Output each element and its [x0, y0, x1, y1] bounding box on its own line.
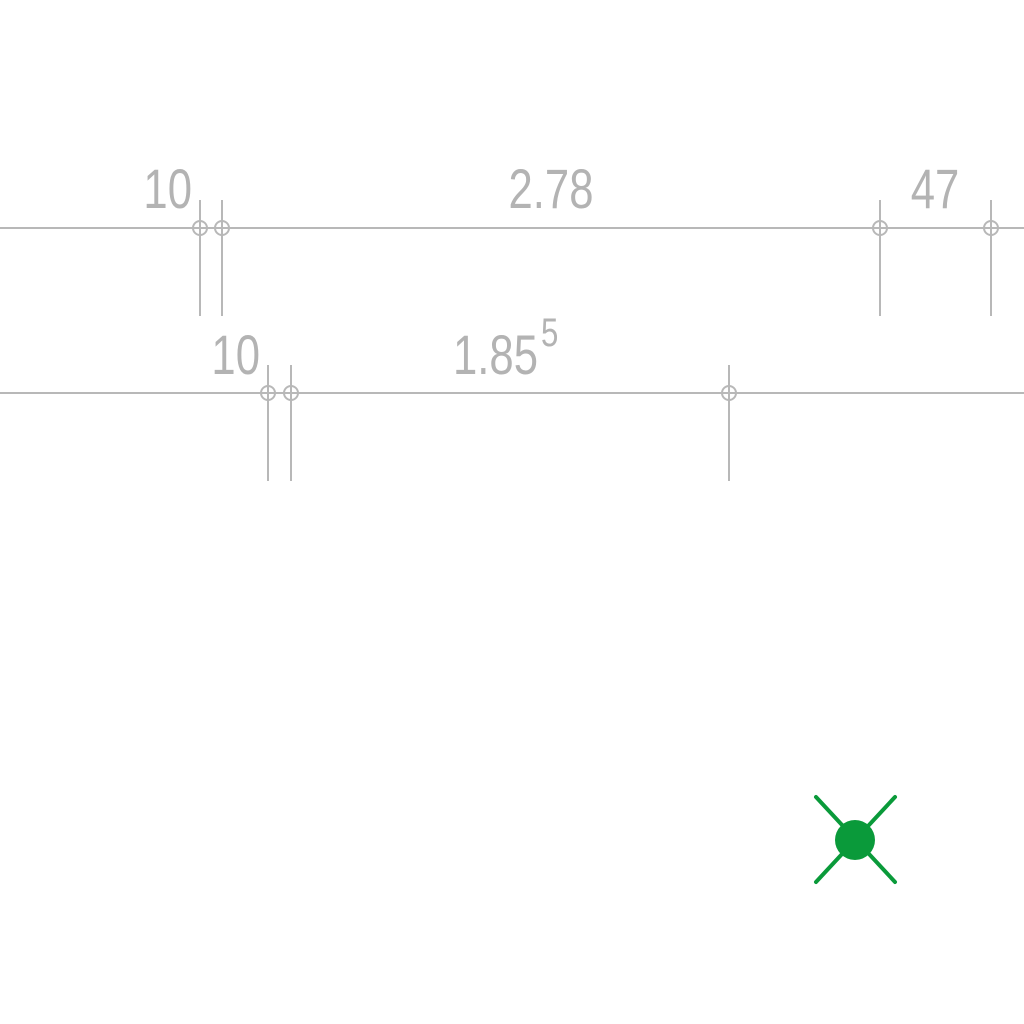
- lower-dimension-row: [0, 365, 1024, 481]
- lower-dimension-superscript: 5: [541, 310, 558, 355]
- lower-dimension-label-2: 1.85: [453, 324, 538, 386]
- upper-node-circle-1: [192, 220, 208, 236]
- upper-node-circle-3: [872, 220, 888, 236]
- lower-node-circle-2: [283, 385, 299, 401]
- lower-dimension-label-1: 10: [211, 324, 260, 386]
- marker-center-dot: [835, 820, 875, 860]
- upper-dimension-row: [0, 200, 1024, 316]
- upper-node-circle-4: [983, 220, 999, 236]
- lower-node-circle-1: [260, 385, 276, 401]
- lower-node-circle-3: [721, 385, 737, 401]
- upper-dimension-label-1: 10: [143, 158, 192, 220]
- upper-dimension-label-2: 2.78: [509, 158, 594, 220]
- upper-dimension-label-3: 47: [911, 158, 960, 220]
- green-x-point-marker-icon[interactable]: [814, 795, 897, 884]
- upper-node-circle-2: [214, 220, 230, 236]
